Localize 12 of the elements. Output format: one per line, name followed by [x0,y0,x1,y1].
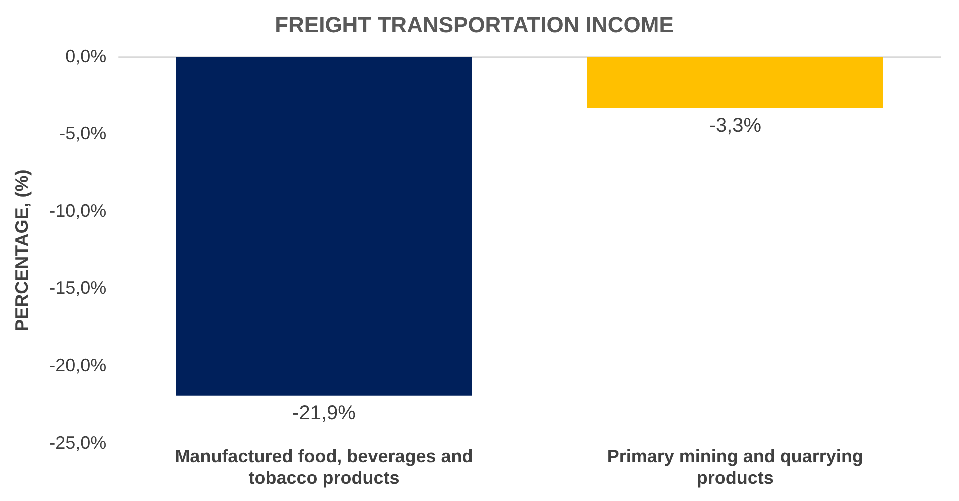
y-tick-label: -15,0% [50,278,107,298]
data-label: -3,3% [709,114,762,137]
x-tick-label: Primary mining and quarrying products [607,446,864,488]
data-label: -21,9% [292,402,356,424]
x-tick-label: Manufactured food, beverages and tobacco products [175,446,474,488]
y-tick-label: -25,0% [50,432,107,453]
y-tick-label: -5,0% [60,124,107,144]
chart-title: FREIGHT TRANSPORTATION INCOME [275,12,674,38]
y-tick-label: -20,0% [50,355,107,376]
y-tick-label: 0,0% [66,46,107,66]
y-axis-title: PERCENTAGE, (%) [12,170,32,332]
y-tick-label: -10,0% [50,200,107,221]
